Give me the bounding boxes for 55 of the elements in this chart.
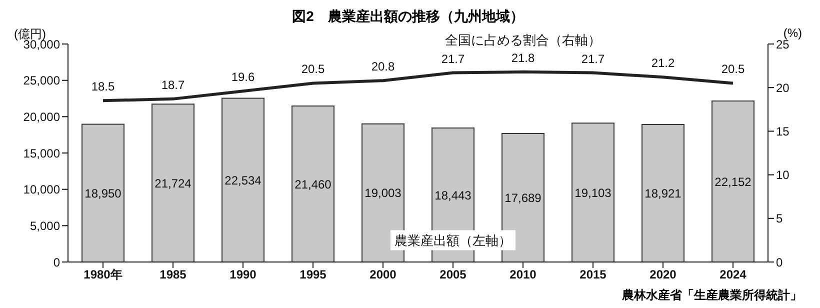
data-label: 20.5 [721,62,745,76]
data-label: 19.6 [231,70,255,84]
data-label: 18.5 [91,80,115,94]
data-label: 21.7 [441,52,465,66]
bar [222,98,264,262]
x-tick-label: 2010 [510,268,537,282]
data-label: 19,003 [364,186,402,200]
y-tick-label: 0 [53,255,60,270]
bar [642,124,684,262]
data-label: 17,689 [504,190,542,205]
y2-tick-label: 5 [776,212,783,226]
data-label: 22,534 [224,173,262,188]
y-tick-label: 15,000 [23,146,60,160]
x-tick-label: 2015 [580,268,607,282]
x-tick-label: 2000 [370,268,397,282]
bar [292,106,334,262]
x-tick-label: 2005 [440,268,467,282]
data-label: 19,103 [574,186,612,200]
bar [712,100,754,262]
x-tick-label: 1985 [160,268,187,282]
y2-tick-label: 15 [776,124,790,138]
data-label: 18,443 [434,188,472,202]
data-label: 21.2 [651,56,675,70]
y2-tick-label: 0 [776,255,783,270]
y-tick-label: 20,000 [23,110,60,124]
x-tick-label: 2020 [650,268,677,282]
y2-tick-label: 10 [776,168,790,182]
data-label: 21.7 [581,52,605,66]
series-label: 農業産出額（左軸） [394,233,512,248]
data-label: 21,460 [294,177,332,192]
bar [82,124,124,262]
y-tick-label: 5,000 [30,218,60,233]
x-tick-label: 1980年 [84,268,122,282]
x-tick-label: 1995 [300,268,327,282]
text: 農林水産省「生産農業所得統計」 [622,287,802,304]
x-tick-label: 2024 [720,268,747,282]
data-label: 18,950 [84,186,122,200]
data-label: 18,921 [644,186,682,201]
data-label: 22,152 [714,174,752,189]
chart-title: 図2 農業産出額の推移（九州地域） [291,8,525,26]
data-label: 21,724 [154,176,192,190]
data-label: 20.5 [301,62,325,76]
bar [152,104,194,262]
data-label: 18.7 [161,78,185,92]
data-label: 21.8 [511,50,535,65]
y-tick-label: 25,000 [23,74,60,88]
bar [572,122,614,262]
series-label: 全国に占める割合（右軸） [445,32,601,48]
y-tick-label: 10,000 [23,182,60,197]
y2-tick-label: 20 [776,80,790,95]
y-axis-title: (億円) [14,26,46,41]
bar [502,132,544,262]
y2-axis-title: (%) [783,26,802,40]
data-label: 20.8 [371,60,395,74]
x-tick-label: 1990 [230,268,257,282]
